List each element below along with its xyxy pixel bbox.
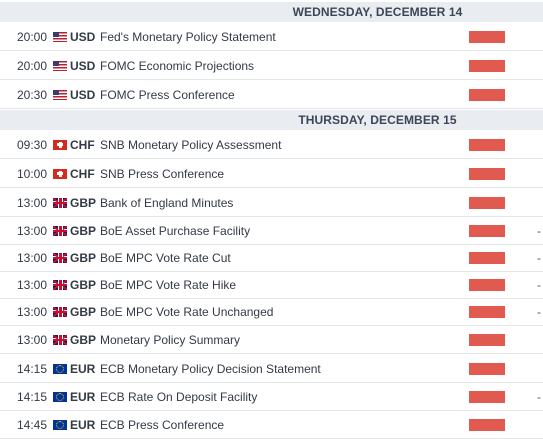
high-impact-bar [469,88,505,101]
event-currency: USD [70,58,96,73]
event-title[interactable]: ECB Press Conference [100,417,225,432]
event-row[interactable]: 20:00 USD Fed's Monetary Policy Statemen… [0,23,543,51]
high-impact-bar [469,305,505,318]
event-row[interactable]: 13:00 GBP Bank of England Minutes [0,189,543,217]
event-time: 14:15 [17,361,48,376]
event-time: 13:00 [17,304,48,319]
ch-flag-icon [53,168,67,179]
event-currency: GBP [70,195,97,210]
event-currency: GBP [70,250,97,265]
eu-flag-icon [53,391,67,402]
event-currency: EUR [70,417,96,432]
event-row[interactable]: 09:30 CHF SNB Monetary Policy Assessment [0,131,543,159]
event-title[interactable]: BoE MPC Vote Rate Cut [100,250,231,265]
gb-flag-icon [53,306,67,317]
event-time: 13:00 [17,332,48,347]
event-time: 20:00 [17,29,48,44]
event-title[interactable]: SNB Press Conference [100,166,225,181]
high-impact-bar [469,278,505,291]
event-actual-value: - [537,389,541,404]
event-currency: CHF [70,166,95,181]
event-title[interactable]: ECB Monetary Policy Decision Statement [100,361,321,376]
gb-flag-icon [53,197,67,208]
event-time: 20:30 [17,87,48,102]
high-impact-bar [469,418,505,431]
event-time: 13:00 [17,223,48,238]
day-header: THURSDAY, DECEMBER 15 [0,110,543,130]
event-row[interactable]: 14:15 EUR ECB Rate On Deposit Facility - [0,383,543,411]
high-impact-bar [469,138,505,151]
event-row[interactable]: 20:30 USD FOMC Press Conference [0,81,543,109]
event-row[interactable]: 13:00 GBP BoE MPC Vote Rate Unchanged - [0,298,543,326]
event-actual-value: - [537,277,541,292]
high-impact-bar [469,390,505,403]
day-label: WEDNESDAY, DECEMBER 14 [292,5,463,19]
event-actual-value: - [537,250,541,265]
event-title[interactable]: FOMC Press Conference [100,87,235,102]
event-currency: CHF [70,137,95,152]
event-currency: EUR [70,361,96,376]
event-actual-value: - [537,223,541,238]
day-header: WEDNESDAY, DECEMBER 14 [0,2,543,22]
event-title[interactable]: Fed's Monetary Policy Statement [100,29,276,44]
event-actual-value: - [537,304,541,319]
day-label: THURSDAY, DECEMBER 15 [298,113,457,127]
high-impact-bar [469,59,505,72]
event-currency: EUR [70,389,96,404]
event-title[interactable]: SNB Monetary Policy Assessment [100,137,282,152]
gb-flag-icon [53,279,67,290]
high-impact-bar [469,224,505,237]
high-impact-bar [469,30,505,43]
event-currency: GBP [70,277,97,292]
ch-flag-icon [53,139,67,150]
high-impact-bar [469,362,505,375]
event-row[interactable]: 13:00 GBP Monetary Policy Summary [0,326,543,354]
gb-flag-icon [53,252,67,263]
event-row[interactable]: 10:00 CHF SNB Press Conference [0,160,543,188]
event-time: 14:15 [17,389,48,404]
event-time: 14:45 [17,417,48,432]
event-time: 13:00 [17,277,48,292]
event-time: 09:30 [17,137,48,152]
event-row[interactable]: 13:00 GBP BoE MPC Vote Rate Cut - [0,244,543,272]
event-time: 10:00 [17,166,48,181]
event-title[interactable]: BoE MPC Vote Rate Hike [100,277,237,292]
event-title[interactable]: BoE Asset Purchase Facility [100,223,251,238]
event-row[interactable]: 13:00 GBP BoE Asset Purchase Facility - [0,217,543,245]
event-title[interactable]: Monetary Policy Summary [100,332,241,347]
high-impact-bar [469,333,505,346]
gb-flag-icon [53,225,67,236]
event-currency: GBP [70,332,97,347]
event-row[interactable]: 14:45 EUR ECB Press Conference [0,411,543,439]
eu-flag-icon [53,419,67,430]
event-title[interactable]: ECB Rate On Deposit Facility [100,389,258,404]
event-currency: GBP [70,304,97,319]
us-flag-icon [53,31,67,42]
event-title[interactable]: BoE MPC Vote Rate Unchanged [100,304,274,319]
event-row[interactable]: 20:00 USD FOMC Economic Projections [0,52,543,80]
event-title[interactable]: Bank of England Minutes [100,195,234,210]
event-time: 13:00 [17,195,48,210]
event-currency: GBP [70,223,97,238]
us-flag-icon [53,60,67,71]
event-currency: USD [70,87,96,102]
eu-flag-icon [53,363,67,374]
event-row[interactable]: 13:00 GBP BoE MPC Vote Rate Hike - [0,271,543,299]
gb-flag-icon [53,334,67,345]
us-flag-icon [53,89,67,100]
high-impact-bar [469,167,505,180]
high-impact-bar [469,251,505,264]
event-currency: USD [70,29,96,44]
event-row[interactable]: 14:15 EUR ECB Monetary Policy Decision S… [0,355,543,383]
event-title[interactable]: FOMC Economic Projections [100,58,255,73]
event-time: 20:00 [17,58,48,73]
high-impact-bar [469,196,505,209]
event-time: 13:00 [17,250,48,265]
